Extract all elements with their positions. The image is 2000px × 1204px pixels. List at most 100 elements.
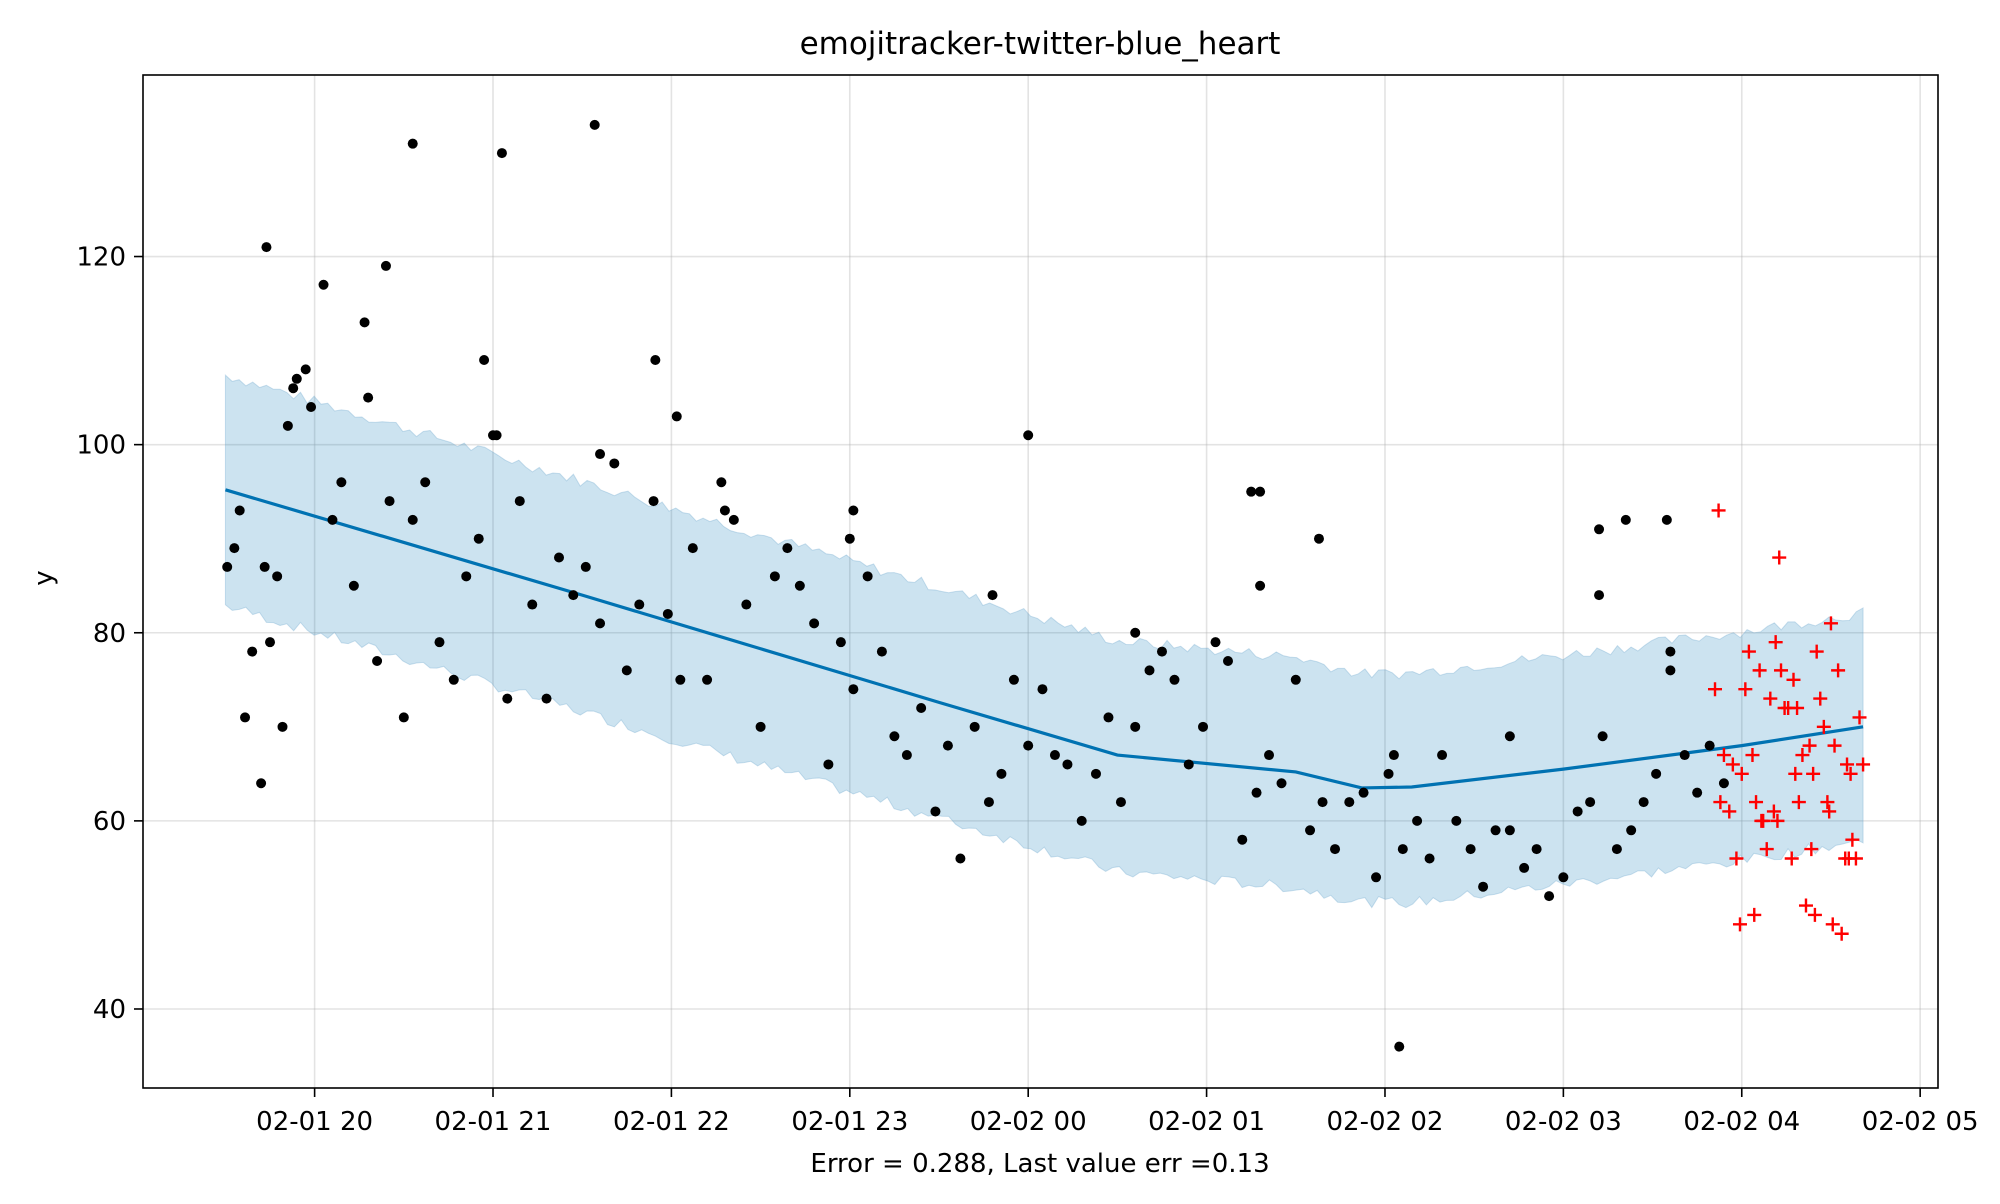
observed-point xyxy=(1037,684,1048,695)
observed-point xyxy=(1103,712,1114,723)
observed-point xyxy=(648,496,659,507)
observed-point xyxy=(372,655,383,666)
observed-point xyxy=(844,533,855,544)
test-point xyxy=(1754,813,1769,828)
observed-point xyxy=(1130,627,1141,638)
test-point xyxy=(1807,907,1822,922)
observed-point xyxy=(1210,637,1221,648)
observed-point xyxy=(687,543,698,554)
x-tick-label: 02-01 22 xyxy=(613,1107,730,1137)
observed-point xyxy=(1156,646,1167,657)
observed-point xyxy=(359,317,370,328)
test-point xyxy=(1798,898,1813,913)
observed-point xyxy=(1611,844,1622,855)
observed-point xyxy=(1237,834,1248,845)
observed-point xyxy=(514,496,525,507)
observed-point xyxy=(621,665,632,676)
test-point xyxy=(1790,701,1805,716)
uncertainty-band-layer xyxy=(224,374,1864,909)
observed-point xyxy=(1661,514,1672,525)
observed-point xyxy=(1620,514,1631,525)
test-point xyxy=(1848,851,1863,866)
x-tick-label: 02-02 02 xyxy=(1327,1107,1444,1137)
test-point xyxy=(1813,691,1828,706)
observed-point xyxy=(650,354,661,365)
observed-point xyxy=(1594,590,1605,601)
test-point xyxy=(1825,917,1840,932)
observed-point xyxy=(728,514,739,525)
observed-point xyxy=(1451,815,1462,826)
test-point xyxy=(1822,804,1837,819)
observed-point xyxy=(1651,768,1662,779)
observed-point xyxy=(848,505,859,516)
x-tick-label: 02-02 00 xyxy=(970,1107,1087,1137)
x-tick-label: 02-02 03 xyxy=(1505,1107,1622,1137)
test-point xyxy=(1786,672,1801,687)
y-tick-label: 80 xyxy=(93,619,126,649)
test-point xyxy=(1725,757,1740,772)
observed-point xyxy=(1718,778,1729,789)
observed-point xyxy=(1383,768,1394,779)
observed-point xyxy=(595,449,606,460)
observed-point xyxy=(288,383,299,394)
test-point xyxy=(1840,757,1855,772)
observed-point xyxy=(675,674,686,685)
observed-point xyxy=(782,543,793,554)
observed-point xyxy=(1276,778,1287,789)
test-point xyxy=(1745,748,1760,763)
observed-point xyxy=(930,806,941,817)
observed-point xyxy=(420,477,431,488)
observed-point xyxy=(1198,721,1209,732)
test-point xyxy=(1774,663,1789,678)
y-tick-label: 40 xyxy=(93,995,126,1025)
observed-point xyxy=(1504,825,1515,836)
observed-point xyxy=(541,693,552,704)
observed-point xyxy=(1222,655,1233,666)
observed-point xyxy=(247,646,258,657)
observed-point xyxy=(1638,797,1649,808)
observed-point xyxy=(889,731,900,742)
test-point xyxy=(1711,503,1726,518)
y-tick-label: 100 xyxy=(76,431,126,461)
observed-point xyxy=(876,646,887,657)
test-point xyxy=(1802,738,1817,753)
observed-point xyxy=(1344,797,1355,808)
observed-point xyxy=(318,279,329,290)
observed-point xyxy=(1255,580,1266,591)
observed-point xyxy=(1317,797,1328,808)
test-point xyxy=(1852,710,1867,725)
test-point xyxy=(1806,766,1821,781)
observed-point xyxy=(1519,862,1530,873)
observed-point xyxy=(1305,825,1316,836)
x-tick-label: 02-02 01 xyxy=(1148,1107,1265,1137)
observed-point xyxy=(1090,768,1101,779)
observed-point xyxy=(384,496,395,507)
chart-title: emojitracker-twitter-blue_heart xyxy=(800,26,1281,62)
test-point xyxy=(1713,795,1728,810)
observed-point xyxy=(1465,844,1476,855)
observed-point xyxy=(848,684,859,695)
observed-point xyxy=(222,561,233,572)
observed-point xyxy=(1358,787,1369,798)
x-tick-label: 02-02 05 xyxy=(1862,1107,1979,1137)
observed-point xyxy=(1255,486,1266,497)
observed-point xyxy=(234,505,245,516)
observed-point xyxy=(291,373,302,384)
observed-point xyxy=(634,599,645,610)
observed-point xyxy=(1023,740,1034,751)
test-point xyxy=(1722,804,1737,819)
observed-point xyxy=(488,430,499,441)
observed-point xyxy=(716,477,727,488)
observed-point xyxy=(1130,721,1141,732)
observed-point xyxy=(1424,853,1435,864)
test-point xyxy=(1732,917,1747,932)
observed-point xyxy=(1169,674,1180,685)
observed-point xyxy=(1679,750,1690,761)
test-point xyxy=(1770,813,1785,828)
observed-point xyxy=(1371,872,1382,883)
observed-point xyxy=(1330,844,1341,855)
observed-point xyxy=(702,674,713,685)
test-point xyxy=(1747,907,1762,922)
y-axis-ticks: 40 60 80 100 120 xyxy=(76,243,143,1025)
